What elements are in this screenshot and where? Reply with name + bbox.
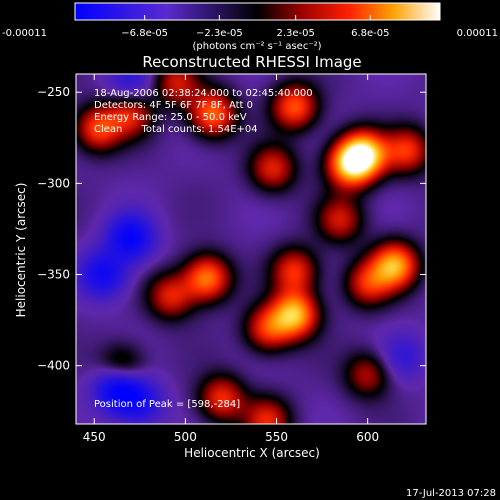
colorbar-tick-label-4: 6.8e-05 bbox=[351, 28, 389, 39]
y-axis-tick-labels: −250 −300 −350 −400 bbox=[37, 85, 70, 372]
x-tick-label-3: 600 bbox=[356, 430, 379, 444]
plot-frame bbox=[75, 73, 427, 425]
y-axis-ticks bbox=[76, 91, 426, 367]
x-tick-label-0: 450 bbox=[83, 430, 106, 444]
footer-timestamp: 17-Jul-2013 07:28 bbox=[406, 488, 496, 499]
colorbar bbox=[74, 2, 441, 21]
annotation-detectors: Detectors: 4F 5F 6F 7F 8F, Att 0 bbox=[94, 100, 253, 111]
y-tick-label-1: −300 bbox=[37, 176, 70, 190]
colorbar-tick-label-0: -0.00011 bbox=[2, 28, 47, 39]
y-tick-label-3: −400 bbox=[37, 359, 70, 373]
colorbar-tick-label-5: 0.00011 bbox=[457, 28, 498, 39]
colorbar-tick-label-3: 2.3e-05 bbox=[276, 28, 314, 39]
annotation-time-range: 18-Aug-2006 02:38:24.000 to 02:45:40.000 bbox=[94, 88, 313, 99]
x-axis-ticks bbox=[93, 74, 369, 424]
heatmap-image bbox=[76, 74, 426, 424]
annotation-energy-range: Energy Range: 25.0 - 50.0 keV bbox=[94, 112, 247, 123]
colorbar-tick-labels: -0.00011 −6.8e-05 −2.3e-05 2.3e-05 6.8e-05 0.… bbox=[2, 28, 498, 39]
peak-position-label: Position of Peak = [598,-284] bbox=[94, 399, 240, 410]
x-tick-label-1: 500 bbox=[174, 430, 197, 444]
y-axis-label: Heliocentric Y (arcsec) bbox=[14, 183, 28, 318]
colorbar-unit-label: (photons cm⁻² s⁻¹ asec⁻²) bbox=[192, 41, 321, 52]
colorbar-ticks bbox=[74, 15, 441, 20]
colorbar-tick-label-1: −6.8e-05 bbox=[121, 28, 168, 39]
x-axis-label: Heliocentric X (arcsec) bbox=[184, 446, 320, 460]
colorbar-tick-label-2: −2.3e-05 bbox=[196, 28, 243, 39]
x-axis-tick-labels: 450 500 550 600 bbox=[83, 430, 379, 444]
chart-title: Reconstructed RHESSI Image bbox=[142, 53, 361, 71]
annotation-clean-counts: Clean Total counts: 1.54E+04 bbox=[94, 124, 258, 135]
x-tick-label-2: 550 bbox=[265, 430, 288, 444]
y-tick-label-0: −250 bbox=[37, 85, 70, 99]
y-tick-label-2: −350 bbox=[37, 268, 70, 282]
